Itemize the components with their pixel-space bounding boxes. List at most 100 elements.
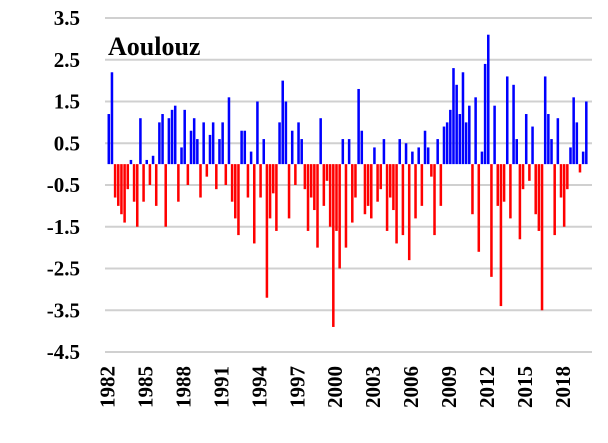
bar <box>436 139 439 165</box>
bar <box>158 122 161 165</box>
bar <box>215 164 218 190</box>
bar <box>230 164 234 202</box>
bar <box>338 164 341 269</box>
bar <box>382 139 386 165</box>
bar <box>262 139 266 165</box>
bar <box>189 130 193 165</box>
x-tick-label: 2018 <box>551 366 575 408</box>
bar <box>426 147 430 165</box>
bar <box>173 105 177 165</box>
bar <box>120 164 123 215</box>
bar <box>177 164 180 202</box>
bar <box>414 164 417 219</box>
bar <box>398 139 401 165</box>
bar <box>373 147 376 165</box>
bar <box>319 118 322 165</box>
bar <box>164 164 167 227</box>
bar <box>237 164 240 236</box>
bar <box>490 164 493 277</box>
bar <box>151 155 155 165</box>
x-tick-label: 2009 <box>437 366 461 408</box>
bar <box>423 130 427 165</box>
bar <box>575 122 579 165</box>
bar <box>303 164 307 190</box>
bar <box>107 114 111 165</box>
bar <box>281 80 284 165</box>
x-tick-label: 2006 <box>399 366 423 408</box>
bar <box>379 164 383 190</box>
bar <box>332 164 335 327</box>
x-tick-label: 2012 <box>475 366 499 408</box>
bar <box>468 105 471 165</box>
bar <box>148 164 152 185</box>
bar <box>556 118 560 165</box>
bar <box>227 97 231 165</box>
bar <box>243 130 247 165</box>
bar <box>585 101 588 165</box>
bar <box>297 122 300 165</box>
bar <box>287 164 291 219</box>
bar <box>502 164 506 202</box>
bar <box>388 164 392 198</box>
bar <box>344 164 348 248</box>
bar <box>249 151 253 165</box>
bar <box>309 164 313 198</box>
bar <box>458 114 462 165</box>
bar <box>360 130 364 165</box>
bar <box>531 126 534 165</box>
bar <box>512 84 515 165</box>
bar <box>439 164 443 206</box>
bar <box>528 164 531 181</box>
bar <box>259 164 262 198</box>
bar <box>294 164 297 185</box>
bar <box>161 114 164 165</box>
y-tick-label: -2.5 <box>47 257 80 281</box>
bar <box>496 164 500 206</box>
x-tick-label: 2000 <box>323 366 347 408</box>
bar <box>455 84 458 165</box>
bar <box>316 164 319 248</box>
bar <box>240 130 243 165</box>
bar <box>417 147 420 165</box>
x-tick-label: 2003 <box>361 366 385 408</box>
bar <box>474 97 477 165</box>
bar <box>265 164 269 298</box>
bar <box>572 97 575 165</box>
bar <box>199 164 202 198</box>
bar <box>357 88 360 165</box>
bar <box>395 164 398 244</box>
x-tick-label: 1988 <box>171 366 195 408</box>
bar <box>354 164 357 198</box>
y-tick-label: 0.5 <box>54 131 80 155</box>
y-tick-label: -4.5 <box>47 340 80 364</box>
bar <box>221 122 224 165</box>
bar <box>449 109 452 165</box>
bar <box>183 109 186 165</box>
bar <box>559 164 563 198</box>
bar <box>126 164 130 190</box>
bar <box>493 105 496 165</box>
bar <box>524 114 528 165</box>
bar <box>569 147 572 165</box>
bar <box>202 122 205 165</box>
bar <box>566 164 569 190</box>
bar <box>420 164 424 206</box>
bar <box>278 122 281 165</box>
bar <box>385 164 389 231</box>
bar <box>328 164 332 227</box>
bar <box>256 101 259 165</box>
bar <box>452 68 455 165</box>
bar <box>521 164 525 190</box>
bar <box>322 164 326 206</box>
x-tick-label: 2015 <box>513 366 537 408</box>
bar <box>464 122 468 165</box>
bar <box>392 164 395 211</box>
bar <box>477 164 481 252</box>
bar <box>123 164 126 223</box>
bar <box>553 164 556 236</box>
bar <box>483 63 487 165</box>
bar <box>366 164 370 206</box>
bar <box>499 164 503 307</box>
chart-title: Aoulouz <box>108 32 200 61</box>
bar <box>300 139 303 165</box>
